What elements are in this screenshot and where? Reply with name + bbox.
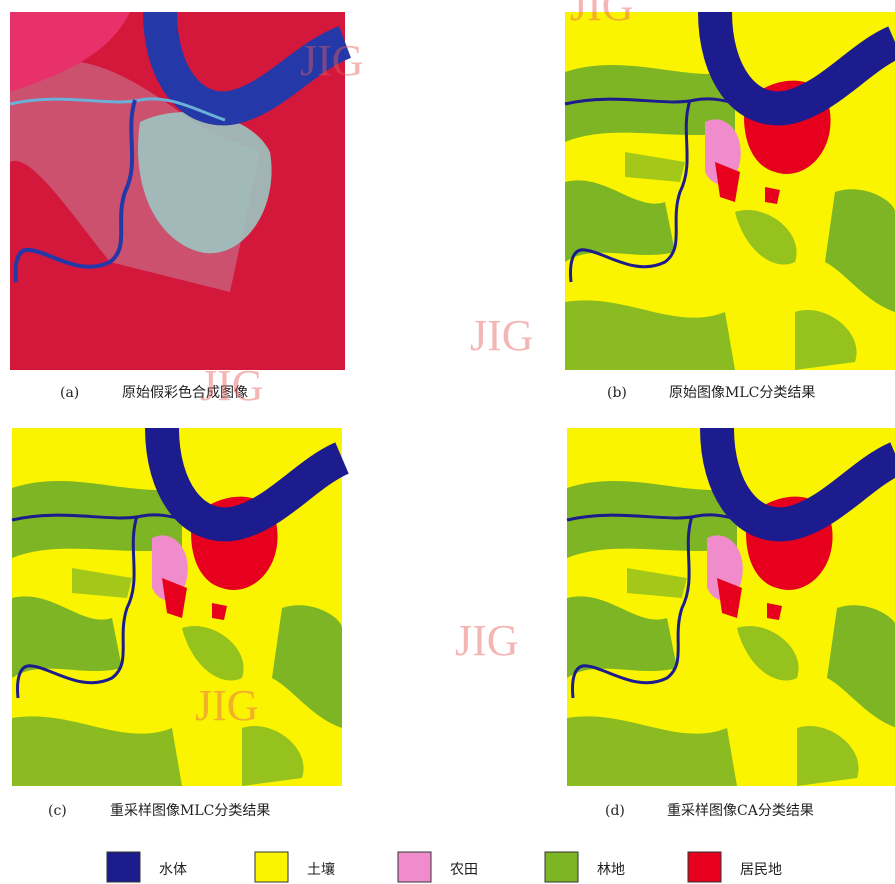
panel-b-image bbox=[565, 12, 895, 370]
panel-a-image bbox=[10, 12, 345, 370]
panel-d-image bbox=[567, 428, 895, 786]
legend-swatch bbox=[107, 852, 140, 882]
watermark: JIG bbox=[195, 681, 259, 730]
legend-label: 农田 bbox=[450, 862, 478, 878]
panel-caption: 重采样图像MLC分类结果 bbox=[110, 803, 270, 819]
page: (a)原始假彩色合成图像(b)原始图像MLC分类结果(c)重采样图像MLC分类结… bbox=[0, 0, 895, 884]
panel-caption: 原始图像MLC分类结果 bbox=[669, 385, 815, 401]
figure: (a)原始假彩色合成图像(b)原始图像MLC分类结果(c)重采样图像MLC分类结… bbox=[0, 0, 895, 884]
panel-label: (d) bbox=[605, 803, 625, 819]
legend-swatch bbox=[255, 852, 288, 882]
watermark: JIG bbox=[300, 36, 364, 85]
panel-c-image bbox=[12, 428, 342, 786]
legend-label: 土壤 bbox=[307, 861, 335, 878]
watermark: JIG bbox=[470, 311, 534, 360]
legend-label: 水体 bbox=[159, 862, 187, 878]
legend-swatch bbox=[545, 852, 578, 882]
watermark: JIG bbox=[455, 616, 519, 665]
legend: 水体 土壤 农田 林地 居民地 bbox=[107, 852, 782, 882]
panel-label: (c) bbox=[48, 803, 67, 819]
legend-label: 林地 bbox=[597, 862, 625, 878]
panel-label: (b) bbox=[607, 385, 627, 401]
legend-swatch bbox=[398, 852, 431, 882]
legend-label: 居民地 bbox=[740, 862, 782, 878]
panel-caption: 重采样图像CA分类结果 bbox=[667, 803, 814, 819]
watermark: JIG bbox=[200, 361, 264, 410]
legend-swatch bbox=[688, 852, 721, 882]
watermark: JIG bbox=[570, 0, 634, 30]
panel-label: (a) bbox=[60, 385, 79, 401]
